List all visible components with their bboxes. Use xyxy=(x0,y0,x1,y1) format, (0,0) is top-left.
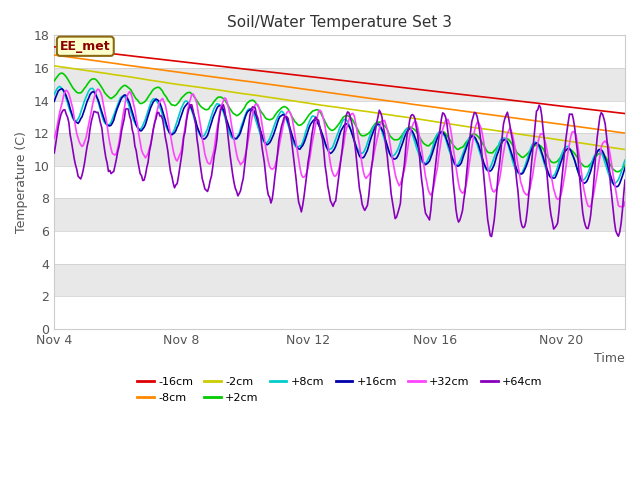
Y-axis label: Temperature (C): Temperature (C) xyxy=(15,131,28,233)
Bar xyxy=(54,68,625,101)
Bar xyxy=(54,36,625,68)
Bar xyxy=(54,264,625,296)
Bar xyxy=(54,231,625,264)
Bar xyxy=(54,296,625,329)
Legend: -16cm, -8cm, -2cm, +2cm, +8cm, +16cm, +32cm, +64cm: -16cm, -8cm, -2cm, +2cm, +8cm, +16cm, +3… xyxy=(132,372,547,407)
Title: Soil/Water Temperature Set 3: Soil/Water Temperature Set 3 xyxy=(227,15,452,30)
Text: EE_met: EE_met xyxy=(60,40,111,53)
X-axis label: Time: Time xyxy=(595,352,625,365)
Bar xyxy=(54,166,625,198)
Bar xyxy=(54,133,625,166)
Bar xyxy=(54,198,625,231)
Bar xyxy=(54,101,625,133)
